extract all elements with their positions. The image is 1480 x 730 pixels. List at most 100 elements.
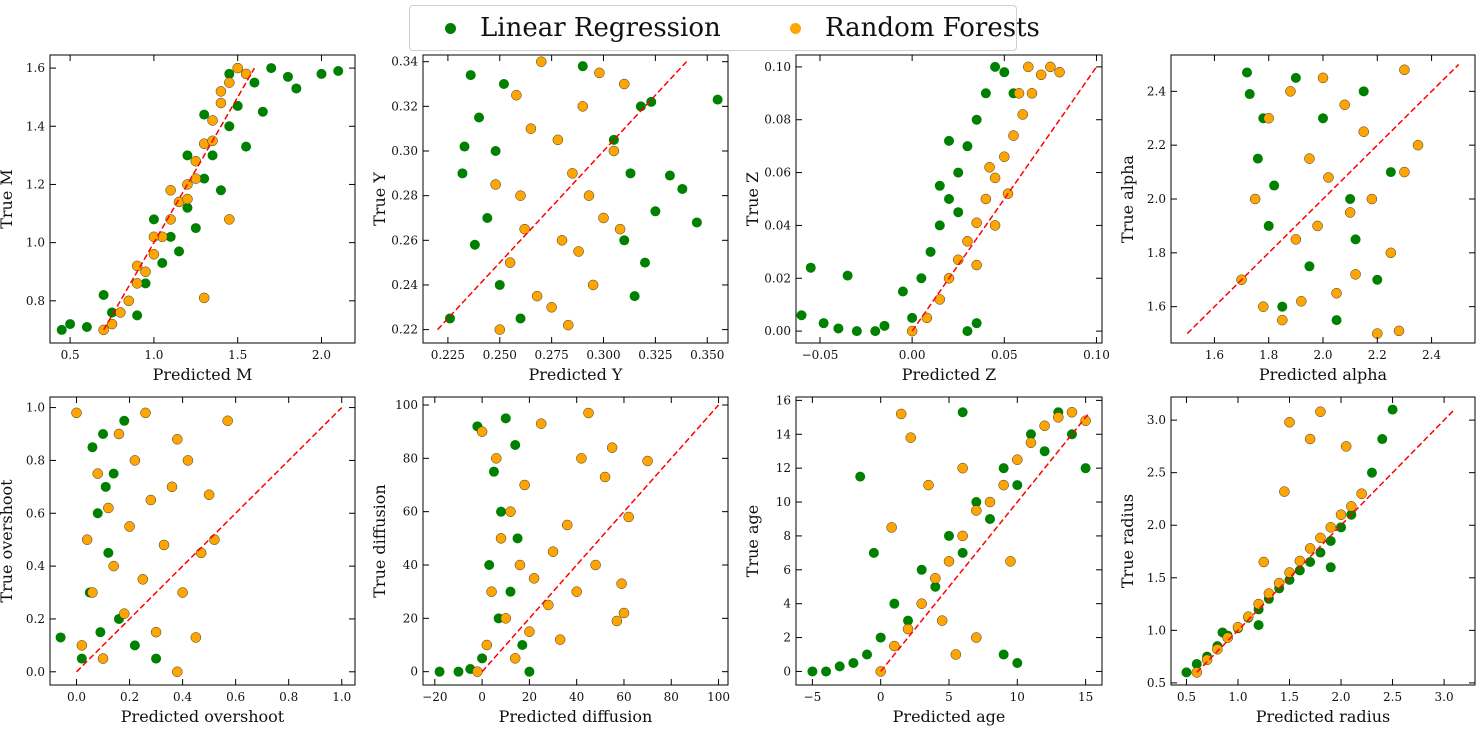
random-forests-point (207, 115, 218, 126)
linear-regression-point (465, 70, 476, 81)
linear-regression-point (496, 506, 507, 517)
random-forests-point (511, 89, 522, 101)
linear-regression-point (215, 185, 226, 196)
plot-area (796, 61, 1098, 337)
legend-item-random-forests: Random Forests (790, 6, 1040, 50)
linear-regression-point (1345, 194, 1356, 204)
linear-regression-point (916, 564, 927, 575)
y-tick-label: 0.06 (764, 166, 791, 180)
plot-area (434, 404, 720, 677)
linear-regression-point (691, 217, 702, 228)
random-forests-point (103, 502, 114, 514)
random-forests-point (1399, 64, 1410, 76)
y-tick-label: 0.26 (391, 233, 418, 247)
random-forests-point (198, 292, 210, 304)
x-tick-label: 0.6 (226, 690, 245, 704)
y-tick-label: 100 (395, 398, 418, 412)
linear-regression-point (677, 183, 688, 194)
random-forests-point (1008, 130, 1019, 141)
y-tick-label: 0 (783, 664, 791, 678)
random-forests-point (902, 623, 914, 635)
scatter-panel: 0.225 0.250 0.275 0.300 0.325 0.350 0.22 0.24 0.… (370, 54, 729, 384)
y-tick-label: 8 (783, 529, 791, 543)
x-tick-label: 0 (877, 690, 885, 704)
linear-regression-point (1318, 113, 1328, 124)
linear-regression-point (1263, 220, 1274, 231)
linear-regression-point (224, 68, 235, 79)
linear-regression-point (207, 150, 218, 161)
y-axis-label: True Z (743, 172, 762, 226)
y-tick-label: 2.4 (1147, 84, 1166, 98)
random-forests-point (1013, 88, 1025, 99)
random-forests-point (519, 223, 530, 235)
random-forests-point (108, 560, 119, 572)
random-forests-point (1366, 193, 1378, 205)
y-tick-label: 0.5 (1147, 676, 1166, 690)
x-tick-label: 60 (616, 690, 631, 704)
x-tick-label: 1.8 (1259, 348, 1278, 362)
x-tick-label: 20 (522, 690, 537, 704)
random-forests-point (1066, 406, 1078, 418)
y-tick-label: 12 (776, 461, 791, 475)
random-forests-point (561, 519, 573, 531)
random-forests-point (190, 632, 202, 643)
linear-regression-point (482, 212, 493, 223)
random-forests-point (905, 432, 916, 443)
random-forests-point (934, 294, 946, 305)
y-tick-label: 0.0 (26, 665, 45, 679)
y-axis-label: True M (0, 169, 16, 229)
linear-regression-point (100, 481, 111, 492)
random-forests-point (571, 586, 582, 597)
linear-regression-point (1012, 480, 1023, 491)
linear-regression-point (944, 135, 954, 146)
linear-regression-point (1252, 153, 1263, 164)
random-forests-point (1356, 488, 1367, 499)
random-forests-point (957, 530, 968, 542)
linear-regression-point (1039, 446, 1050, 457)
x-axis-label: Predicted Y (529, 365, 623, 384)
y-axis-label: True diffusion (370, 484, 389, 597)
linear-regression-point (1325, 536, 1336, 546)
linear-regression-point (833, 323, 844, 334)
random-forests-point (1243, 611, 1254, 622)
random-forests-point (594, 67, 605, 79)
linear-regression-point (333, 66, 344, 76)
random-forests-point (971, 505, 982, 516)
linear-regression-point (990, 61, 1001, 72)
random-forests-point (1025, 437, 1037, 448)
random-forests-point (137, 574, 149, 585)
random-forests-point (889, 640, 900, 652)
random-forests-point (1285, 86, 1296, 97)
random-forests-point (611, 615, 623, 627)
linear-regression-point (1387, 404, 1398, 415)
random-forests-point (950, 649, 962, 660)
random-forests-point (1304, 543, 1316, 554)
random-forests-point (989, 220, 1001, 231)
linear-regression-point (232, 100, 243, 111)
random-forests-point (1039, 420, 1050, 432)
x-tick-label: 0.300 (586, 348, 620, 362)
linear-regression-point (490, 146, 501, 156)
random-forests-point (1026, 88, 1038, 99)
random-forests-point (1393, 325, 1405, 337)
linear-regression-point (505, 586, 516, 597)
random-forests-point (525, 123, 537, 134)
x-tick-label: 1.6 (1205, 348, 1224, 362)
random-forests-point (546, 302, 557, 313)
linear-regression-point (469, 239, 480, 250)
random-forests-point (491, 453, 502, 464)
random-forests-point (531, 290, 543, 302)
random-forests-point (599, 471, 611, 483)
random-forests-point (980, 193, 992, 205)
random-forests-point (1344, 207, 1356, 218)
y-tick-label: 10 (776, 495, 791, 509)
random-forests-point (131, 278, 143, 289)
linear-regression-point (980, 88, 991, 99)
random-forests-point (177, 587, 188, 598)
random-forests-point (556, 235, 568, 246)
axes-frame (1170, 396, 1476, 686)
identity-line (75, 407, 343, 673)
x-tick-label: 40 (569, 690, 584, 704)
scatter-panel: −0.05 0.00 0.05 0.10 0.00 0.02 0.04 0.06 0.08 0.1… (743, 54, 1110, 384)
linear-regression-point (484, 560, 495, 570)
